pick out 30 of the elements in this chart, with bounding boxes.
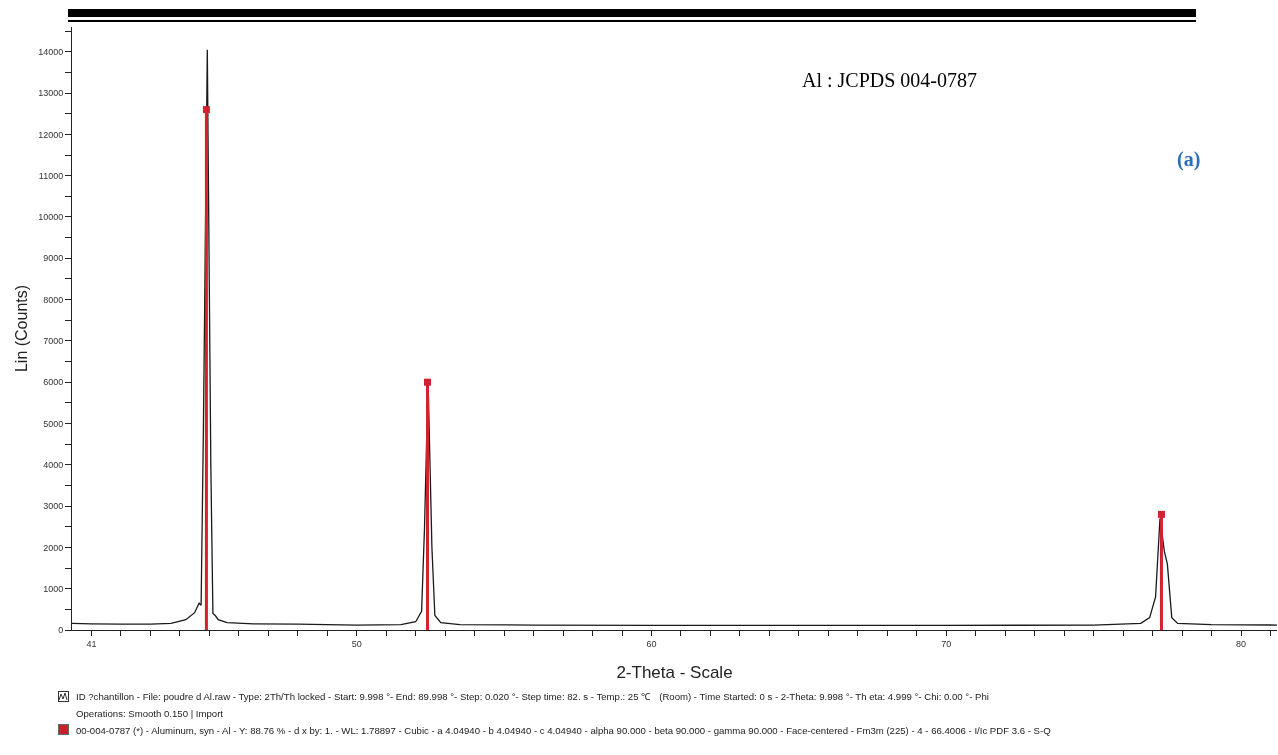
- y-axis-title: Lin (Counts): [13, 284, 31, 373]
- text: Operations: Smooth 0.150 | Import: [76, 708, 224, 719]
- point: [202, 106, 210, 114]
- y-tick-label: 3000: [43, 501, 64, 512]
- x-tick-label: 80: [1236, 638, 1247, 649]
- y-tick-label: 7000: [43, 336, 64, 347]
- text: ID ?chantillon - File: poudre d Al.raw - Type: 2Th/Th locked - Start: 9.998 °- End: 89.998 °- Step: 0.020 °- Step time: 82. s - Temp.: 25 ℃ (Room) - Time Started: 0 s - 2-Theta: 9.998 °- Th eta: 4.999 °- Chi: 0.00 °- Phi: [76, 691, 989, 702]
- point: [1157, 510, 1165, 518]
- y-tick-label: 11000: [38, 170, 64, 181]
- y-tick-label: 9000: [43, 253, 64, 264]
- annotation: Al : JCPDS 004-0787: [802, 69, 978, 91]
- y-tick-label: 4000: [43, 459, 64, 470]
- y-tick-label: 2000: [43, 542, 64, 553]
- y-tick-label: 1000: [43, 583, 64, 594]
- annotation: (a): [1177, 148, 1201, 171]
- x-tick-label: 50: [351, 638, 362, 649]
- x-tick-label: 41: [86, 638, 97, 649]
- x-tick-label: 70: [941, 638, 952, 649]
- y-tick-label: 13000: [38, 88, 64, 99]
- text: 00-004-0787 (*) - Aluminum, syn - Al - Y: 88.76 % - d x by: 1. - WL: 1.78897 - Cubic - a 4.04940 - b 4.04940 - c 4.04940 - alpha 90.000 - beta 90.000 - gamma 90.000 - Face-centered - Fm3m (225) - 4 - 66.4006 - I/Ic PDF 3.6 - S-Q: [76, 725, 1051, 736]
- x-axis-title: 2-Theta - Scale: [616, 663, 733, 683]
- y-tick-label: 8000: [43, 294, 64, 305]
- x-tick-label: 60: [646, 638, 657, 649]
- point: [423, 378, 431, 386]
- y-tick-label: 14000: [38, 46, 64, 57]
- y-tick-label: 6000: [43, 377, 64, 388]
- y-tick-label: 10000: [38, 212, 64, 223]
- y-tick-label: 5000: [43, 418, 64, 429]
- y-tick-label: 0: [58, 625, 64, 636]
- y-tick-label: 12000: [38, 129, 64, 140]
